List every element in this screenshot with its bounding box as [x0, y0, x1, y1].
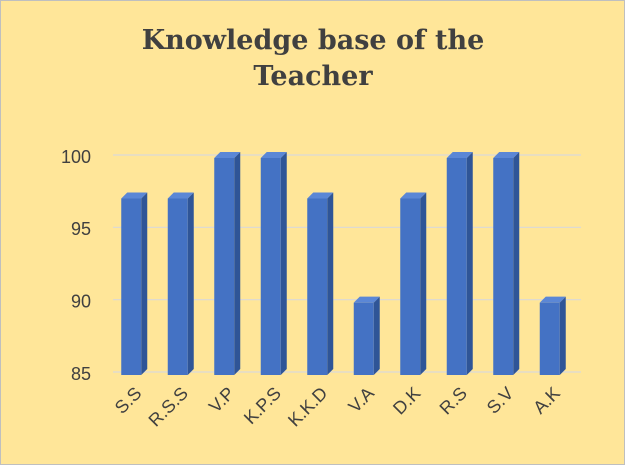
- bar-side: [327, 192, 334, 375]
- bar-front: [307, 198, 328, 375]
- x-tick-label: V.P: [205, 383, 238, 416]
- chart-title: Knowledge base of the Teacher: [141, 25, 485, 92]
- bar-front: [446, 158, 467, 375]
- x-tick-label: A.K: [529, 383, 564, 418]
- bar-side: [466, 152, 473, 375]
- bar: [260, 152, 287, 375]
- bar-front: [493, 158, 514, 375]
- bar: [400, 192, 427, 375]
- x-tick-label: S.V: [483, 383, 518, 418]
- x-tick-label: R.S: [436, 383, 471, 418]
- bar: [353, 296, 380, 375]
- bar-top: [539, 296, 566, 303]
- bar-front: [214, 158, 235, 375]
- bar-side: [234, 152, 241, 375]
- y-tick-label: 95: [71, 219, 91, 239]
- bar-front: [400, 198, 421, 375]
- x-tick-label: K.P.S: [240, 383, 285, 428]
- bar: [307, 192, 334, 375]
- bar: [167, 192, 194, 375]
- bar-top: [214, 152, 241, 158]
- bar-side: [141, 192, 148, 375]
- bar: [121, 192, 148, 375]
- x-tick-label: V.A: [344, 383, 377, 416]
- bar-top: [121, 192, 148, 199]
- bar-side: [559, 296, 566, 375]
- bar-top: [493, 152, 520, 158]
- bar-front: [260, 158, 281, 375]
- bar-top: [446, 152, 473, 158]
- bar: [214, 152, 241, 375]
- bar-top: [353, 296, 380, 303]
- y-tick-label: 90: [71, 291, 91, 311]
- bar: [539, 296, 566, 375]
- y-tick-label: 100: [61, 147, 91, 167]
- bar-side: [513, 152, 520, 375]
- bar-top: [260, 152, 287, 158]
- bar-side: [420, 192, 427, 375]
- bar: [446, 152, 473, 375]
- bar-top: [400, 192, 427, 199]
- x-tick-label: S.S: [111, 383, 146, 418]
- bar: [493, 152, 520, 375]
- bar-top: [167, 192, 194, 199]
- x-tick-label: D.K: [389, 383, 424, 418]
- bar-side: [187, 192, 194, 375]
- x-tick-label: K.K.D: [284, 383, 331, 430]
- bar-front: [539, 302, 560, 375]
- bar-side: [373, 296, 380, 375]
- bar-front: [353, 302, 374, 375]
- bar-side: [280, 152, 287, 375]
- x-tick-label: R.S.S: [145, 383, 192, 430]
- bar-top: [307, 192, 334, 199]
- bar-front: [121, 198, 142, 375]
- bar-front: [167, 198, 188, 375]
- y-tick-label: 85: [71, 364, 91, 384]
